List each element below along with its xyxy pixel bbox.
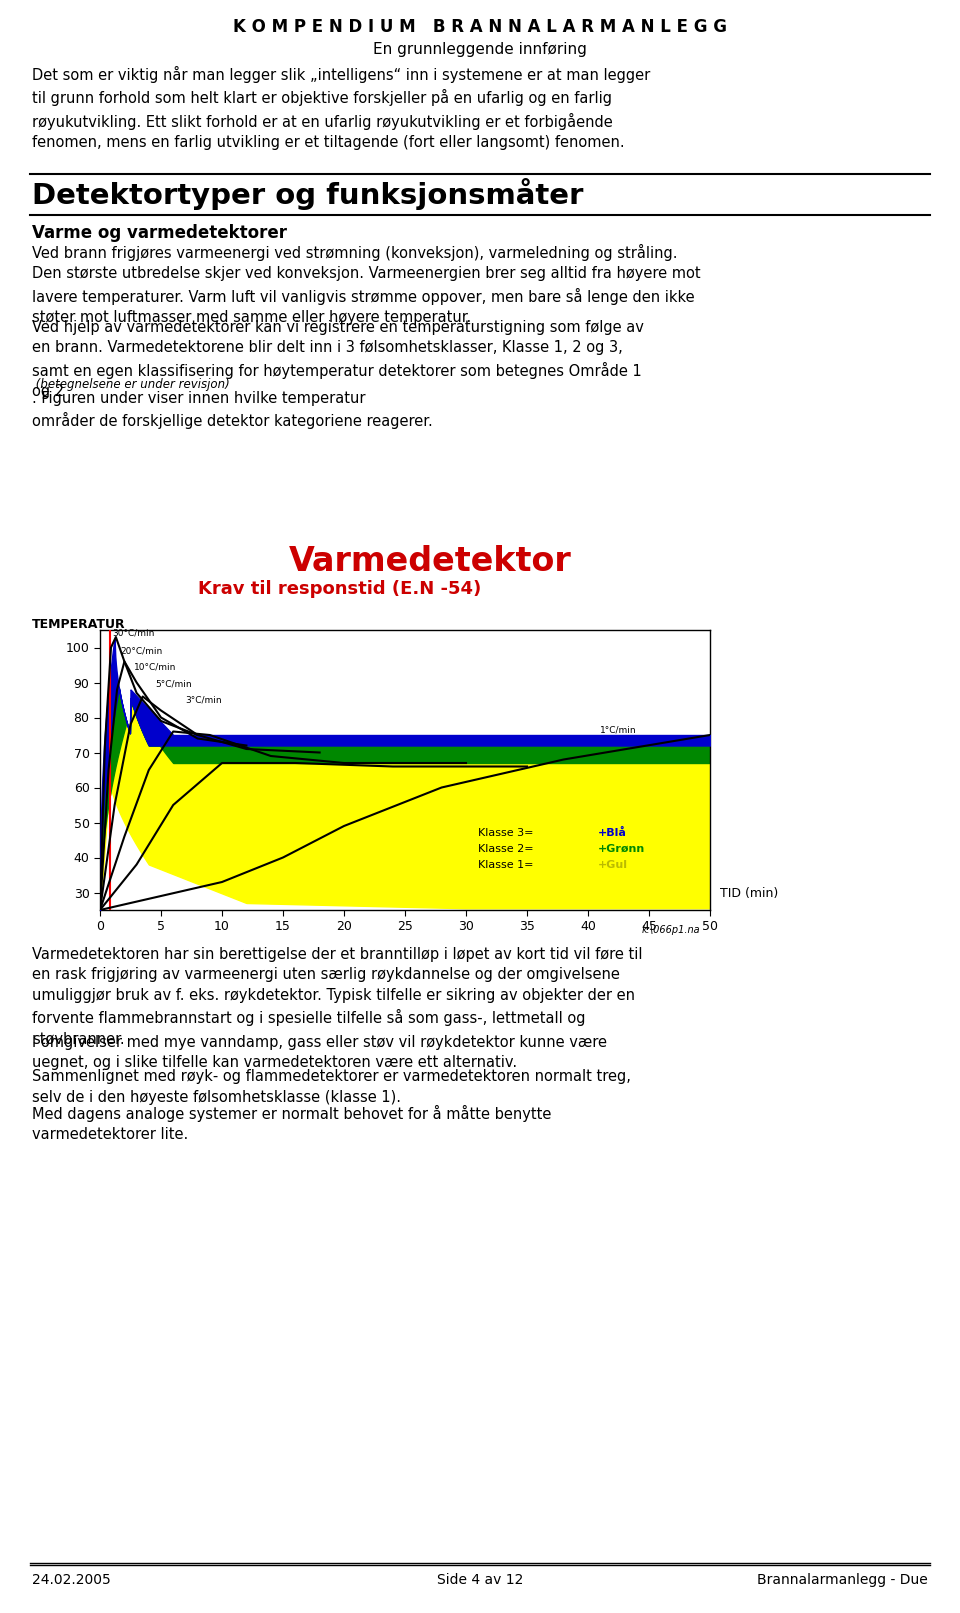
Text: Sammenlignet med røyk- og flammedetektorer er varmedetektoren normalt treg,
selv: Sammenlignet med røyk- og flammedetektor…: [32, 1069, 631, 1105]
Text: Detektortyper og funksjonsmåter: Detektortyper og funksjonsmåter: [32, 177, 584, 210]
Text: 30°C/min: 30°C/min: [112, 629, 155, 639]
Text: k:\066p1.na: k:\066p1.na: [641, 924, 700, 936]
Text: +Blå: +Blå: [598, 827, 627, 839]
Text: Klasse 1=: Klasse 1=: [478, 860, 538, 869]
Text: Ved brann frigjøres varmeenergi ved strømning (konveksjon), varmeledning og strå: Ved brann frigjøres varmeenergi ved strø…: [32, 244, 701, 326]
Text: +Gul: +Gul: [598, 860, 628, 869]
Text: (betegnelsene er under revisjon): (betegnelsene er under revisjon): [32, 377, 229, 390]
Text: 10°C/min: 10°C/min: [134, 663, 177, 671]
Text: I omgivelser med mye vanndamp, gass eller støv vil røykdetektor kunne være
uegne: I omgivelser med mye vanndamp, gass elle…: [32, 1034, 607, 1069]
Text: Med dagens analoge systemer er normalt behovet for å måtte benytte
varmedetektor: Med dagens analoge systemer er normalt b…: [32, 1105, 551, 1142]
Text: 24.02.2005: 24.02.2005: [32, 1573, 110, 1587]
Text: Klasse 2=: Klasse 2=: [478, 844, 538, 853]
Text: Varmedetektoren har sin berettigelse der et branntilløp i løpet av kort tid vil : Varmedetektoren har sin berettigelse der…: [32, 947, 642, 1047]
Text: Varmedetektor: Varmedetektor: [289, 545, 571, 577]
Text: En grunnleggende innføring: En grunnleggende innføring: [373, 42, 587, 56]
Text: 5°C/min: 5°C/min: [155, 679, 192, 689]
Text: 20°C/min: 20°C/min: [121, 647, 163, 655]
Text: . Figuren under viser innen hvilke temperatur
områder de forskjellige detektor k: . Figuren under viser innen hvilke tempe…: [32, 390, 433, 429]
Text: K O M P E N D I U M   B R A N N A L A R M A N L E G G: K O M P E N D I U M B R A N N A L A R M …: [233, 18, 727, 35]
Text: Varme og varmedetektorer: Varme og varmedetektorer: [32, 224, 287, 242]
Text: TEMPERATUR: TEMPERATUR: [32, 618, 126, 631]
Text: +Grønn: +Grønn: [598, 844, 645, 853]
Text: TID (min): TID (min): [720, 887, 779, 900]
Text: 3°C/min: 3°C/min: [185, 695, 222, 705]
Text: Ved hjelp av varmedetektorer kan vi registrere en temperaturstigning som følge a: Ved hjelp av varmedetektorer kan vi regi…: [32, 319, 644, 398]
Text: Klasse 3=: Klasse 3=: [478, 827, 538, 839]
Text: Krav til responstid (E.N -54): Krav til responstid (E.N -54): [199, 581, 482, 598]
Text: Det som er viktig når man legger slik „intelligens“ inn i systemene er at man le: Det som er viktig når man legger slik „i…: [32, 66, 650, 150]
Text: 1°C/min: 1°C/min: [600, 726, 636, 734]
Text: Side 4 av 12: Side 4 av 12: [437, 1573, 523, 1587]
Text: Brannalarmanlegg - Due: Brannalarmanlegg - Due: [757, 1573, 928, 1587]
